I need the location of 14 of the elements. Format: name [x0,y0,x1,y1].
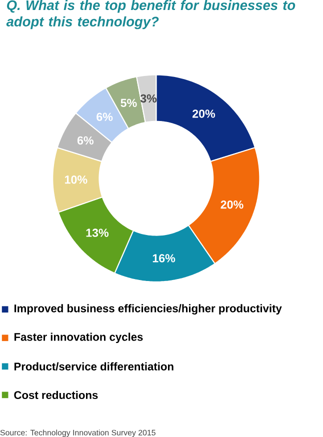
legend-label: Faster innovation cycles [14,332,143,344]
data-label: 20% [192,110,215,118]
data-label: 20% [220,200,244,209]
data-label: 5% [120,98,137,108]
legend-label: Product/service differentiation [14,362,174,371]
legend-label: Improved business efficiencies/higher productivity [14,304,282,315]
chart-title: Q. What is the top benefit for businesses to adopt this technology? [6,0,295,30]
data-label: 6% [77,136,94,145]
data-label: 3% [140,94,156,103]
legend-label: Cost reductions [14,390,98,400]
data-label: 10% [64,176,88,184]
data-label: 6% [96,112,113,121]
data-label: 16% [152,254,175,262]
data-label: 13% [86,228,108,237]
